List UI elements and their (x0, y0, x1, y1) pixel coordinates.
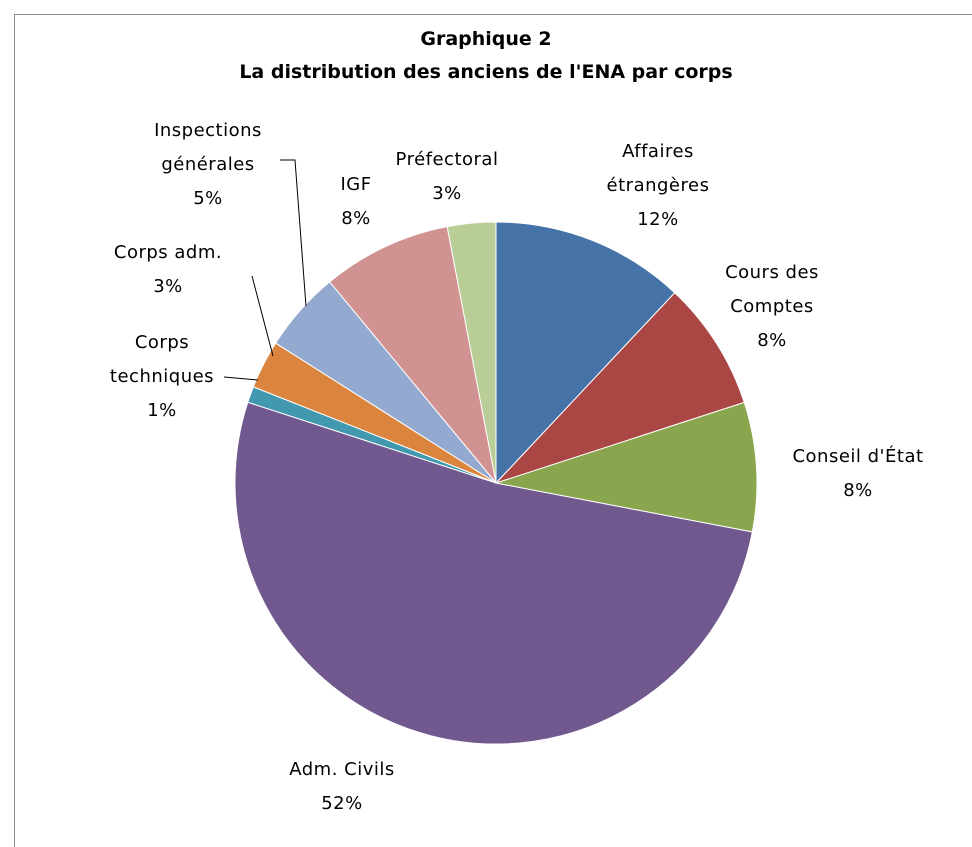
chart-frame (14, 14, 972, 847)
label-value: 3% (432, 183, 462, 204)
data-label: Inspections générales 5% (138, 114, 278, 216)
label-name: Cours des Comptes (725, 262, 819, 317)
label-value: 12% (637, 209, 679, 230)
label-name: IGF (340, 174, 372, 195)
leader-line (280, 159, 307, 307)
pie-slice (495, 401, 758, 533)
data-label: Affaires étrangères 12% (598, 135, 718, 237)
label-value: 3% (153, 276, 183, 297)
data-label: Corps techniques 1% (107, 326, 217, 428)
chart-title: Graphique 2 (420, 28, 552, 50)
data-label: Conseil d'État 8% (758, 440, 958, 508)
data-label: Cours des Comptes 8% (712, 256, 832, 358)
data-label: Corps adm. 3% (98, 236, 238, 304)
data-label: Adm. Civils 52% (242, 753, 442, 821)
label-value: 8% (843, 480, 873, 501)
leader-line (251, 275, 274, 357)
label-value: 1% (147, 400, 177, 421)
pie-slice (328, 226, 497, 484)
label-name: Corps techniques (109, 332, 215, 387)
pie-slice (234, 401, 753, 745)
pie-slice (495, 292, 745, 484)
label-value: 8% (341, 208, 371, 229)
label-name: Affaires étrangères (606, 141, 710, 196)
label-value: 5% (193, 188, 223, 209)
label-name: Conseil d'État (792, 446, 924, 467)
label-value: 52% (321, 793, 363, 814)
chart-subtitle: La distribution des anciens de l'ENA par… (239, 61, 733, 83)
data-label: IGF 8% (316, 168, 396, 236)
pie-slice (495, 221, 676, 485)
data-label: Préfectoral 3% (377, 143, 517, 211)
label-name: Corps adm. (113, 242, 223, 263)
leader-line (223, 376, 259, 381)
label-name: Préfectoral (395, 149, 499, 170)
label-name: Inspections générales (154, 120, 262, 175)
label-name: Adm. Civils (289, 759, 395, 780)
label-value: 8% (757, 330, 787, 351)
